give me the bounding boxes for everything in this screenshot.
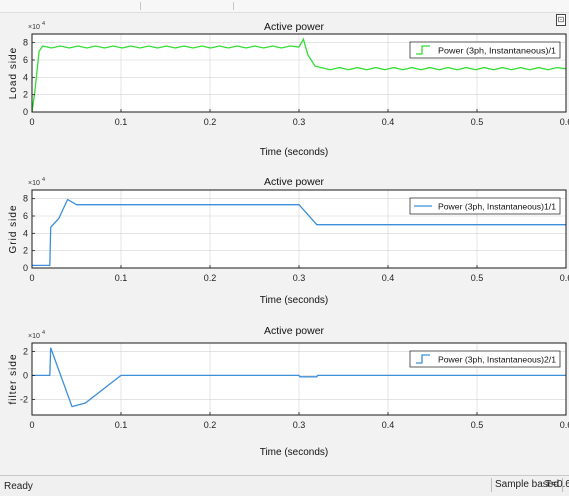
y-tick-label: 4 xyxy=(23,228,28,238)
legend-box xyxy=(409,41,561,59)
y-tick-label: 2 xyxy=(23,346,28,356)
y-tick-label: 2 xyxy=(23,246,28,256)
x-tick-label: 0.5 xyxy=(471,420,484,430)
y-tick-label: -2 xyxy=(20,394,28,404)
x-tick-label: 0 xyxy=(29,273,34,283)
x-tick-label: 0.1 xyxy=(115,420,128,430)
y-axis-label: Load side xyxy=(8,47,19,99)
y-axis-label: filter side xyxy=(8,353,19,404)
x-tick-label: 0.6 xyxy=(560,117,569,127)
y-tick-label: 0 xyxy=(23,263,28,273)
y-tick-label: 4 xyxy=(23,72,28,82)
legend-label: Power (3ph, Instantaneous)1/1 xyxy=(438,202,556,212)
exponent-power: 4 xyxy=(42,330,45,336)
status-bar: Ready Sample based T=0.600 xyxy=(0,475,569,496)
y-tick-label: 2 xyxy=(23,90,28,100)
legend-box xyxy=(409,350,561,368)
legend-step-icon xyxy=(416,45,430,55)
x-tick-label: 0 xyxy=(29,117,34,127)
load-side-plot[interactable]: Power (3ph, Instantaneous)/1 0 0.1 0.2 0.3 0.… xyxy=(8,21,569,158)
y-tick-label: 0 xyxy=(23,370,28,380)
x-tick-label: 0.6 xyxy=(560,420,569,430)
chart-title: Active power xyxy=(264,325,325,337)
exponent-power: 4 xyxy=(42,21,45,27)
x-tick-label: 0.2 xyxy=(204,420,217,430)
y-tick-label: 6 xyxy=(23,211,28,221)
y-tick-label: 8 xyxy=(23,194,28,204)
x-tick-label: 0.6 xyxy=(560,273,569,283)
x-tick-label: 0.4 xyxy=(382,420,395,430)
exponent-power: 4 xyxy=(42,177,45,183)
x-tick-label: 0.5 xyxy=(471,273,484,283)
chart-title: Active power xyxy=(264,176,325,188)
x-tick-label: 0.2 xyxy=(204,273,217,283)
exponent-label: ×10 xyxy=(28,333,40,340)
x-axis-label: Time (seconds) xyxy=(260,147,329,158)
series-line xyxy=(31,37,567,113)
x-tick-label: 0.1 xyxy=(115,117,128,127)
filter-side-plot[interactable]: Power (3ph, Instantaneous)2/1 0 0.1 0.2 0.3 0… xyxy=(8,325,569,458)
x-tick-label: 0.3 xyxy=(293,117,306,127)
toolbar-strip xyxy=(0,0,569,13)
exponent-label: ×10 xyxy=(28,180,40,187)
y-tick-label: 8 xyxy=(23,38,28,48)
x-tick-label: 0.4 xyxy=(382,117,395,127)
restore-icon[interactable]: ⊡ xyxy=(556,14,566,26)
x-tick-label: 0.2 xyxy=(204,117,217,127)
legend-box xyxy=(409,197,561,215)
toolbar-separator xyxy=(233,2,234,10)
x-axis-label: Time (seconds) xyxy=(260,295,329,306)
x-tick-label: 0.3 xyxy=(293,420,306,430)
toolbar-separator xyxy=(140,2,141,10)
series-line xyxy=(32,347,566,408)
x-tick-label: 0.5 xyxy=(471,117,484,127)
x-axis-label: Time (seconds) xyxy=(260,447,329,458)
sample-mode-indicator[interactable]: Sample based xyxy=(491,478,563,492)
y-tick-label: 6 xyxy=(23,55,28,65)
x-tick-label: 0 xyxy=(29,420,34,430)
x-tick-label: 0.1 xyxy=(115,273,128,283)
legend-label: Power (3ph, Instantaneous)2/1 xyxy=(438,355,556,365)
y-tick-label: 0 xyxy=(23,107,28,117)
x-tick-label: 0.4 xyxy=(382,273,395,283)
legend-label: Power (3ph, Instantaneous)/1 xyxy=(438,46,556,56)
grid-side-plot[interactable]: Power (3ph, Instantaneous)1/1 0 0.1 0.2 0.3 0… xyxy=(8,176,569,306)
y-axis-label: Grid side xyxy=(8,204,19,253)
chart-title: Active power xyxy=(264,21,325,33)
plots-canvas: Power (3ph, Instantaneous)/1 0 0.1 0.2 0.3 0.… xyxy=(8,21,569,458)
legend-step-icon xyxy=(416,354,430,364)
series-line xyxy=(32,198,566,267)
x-tick-label: 0.3 xyxy=(293,273,306,283)
exponent-label: ×10 xyxy=(28,24,40,31)
status-ready-text: Ready xyxy=(4,481,33,492)
simulation-time-readout: T=0.600 xyxy=(545,479,569,490)
